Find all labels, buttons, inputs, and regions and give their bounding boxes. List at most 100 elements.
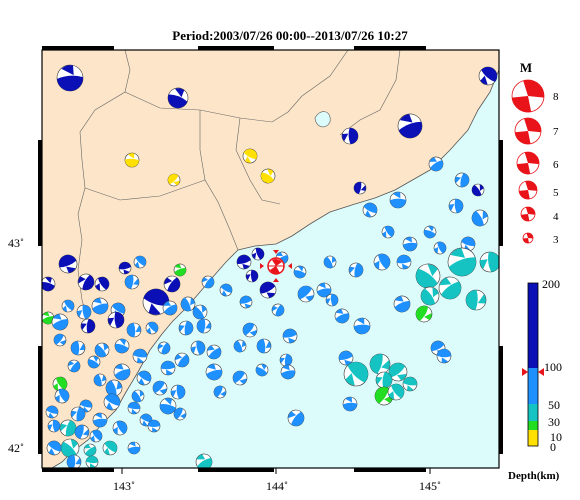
focal-mechanism-icon (118, 261, 132, 275)
focal-mechanism-icon (67, 359, 81, 373)
focal-mechanism-icon (297, 285, 315, 303)
focal-mechanism-icon (334, 308, 350, 324)
magnitude-legend-title: M (520, 60, 532, 75)
focal-mechanism-icon (94, 342, 110, 358)
depth-tick: 50 (548, 398, 560, 412)
focal-mechanism-icon (447, 247, 477, 277)
focal-mechanism-icon (213, 385, 227, 399)
focal-mechanism-icon (316, 282, 332, 298)
focal-mechanism-icon (136, 370, 152, 386)
focal-mechanism-icon (271, 303, 285, 317)
focal-mechanism-icon (45, 405, 59, 419)
focal-mechanism-icon (388, 362, 408, 382)
focal-mechanism-icon (206, 344, 222, 360)
focal-mechanism-icon (233, 339, 247, 353)
focal-mechanism-icon (387, 383, 405, 401)
mainshock-epicenter-icon (260, 250, 292, 282)
focal-mechanism-icon (348, 262, 364, 278)
focal-mechanism-icon (159, 397, 177, 415)
map-title: Period:2003/07/26 00:00--2013/07/26 10:2… (172, 28, 408, 43)
focal-mechanism-icon (280, 364, 296, 380)
focal-mechanism-icon (420, 286, 440, 306)
magnitude-symbol-icon (514, 117, 542, 145)
focal-mechanism-icon (127, 441, 141, 455)
focal-mechanism-icon (74, 424, 90, 440)
magnitude-label: 3 (553, 234, 559, 246)
focal-mechanism-icon (174, 352, 190, 368)
focal-mechanism-icon (147, 419, 161, 433)
focal-mechanism-icon (124, 152, 140, 168)
focal-mechanism-icon (112, 420, 128, 436)
focal-mechanism-icon (83, 443, 97, 457)
focal-mechanism-icon (402, 236, 418, 252)
focal-mechanism-icon (236, 254, 252, 270)
focal-mechanism-icon (53, 333, 67, 347)
focal-mechanism-icon (260, 168, 276, 184)
focal-mechanism-icon (77, 273, 95, 291)
focal-mechanism-icon (133, 255, 147, 269)
focal-mechanism-icon (471, 183, 485, 197)
focal-mechanism-icon (87, 355, 101, 369)
focal-mechanism-icon (245, 269, 259, 283)
focal-mechanism-icon (393, 295, 411, 313)
focal-mechanism-icon (102, 440, 118, 456)
focal-mechanism-icon (381, 225, 395, 239)
focal-mechanism-icon (124, 274, 140, 290)
focal-mechanism-icon (61, 299, 75, 313)
focal-mechanism-icon (170, 384, 186, 400)
focal-mechanism-icon (105, 379, 123, 397)
magnitude-label: 4 (553, 211, 559, 223)
focal-mechanism-icon (192, 304, 208, 320)
focal-mechanism-icon (58, 254, 78, 274)
depth-scale-label: Depth(km) (508, 470, 560, 482)
focal-mechanism-icon (103, 393, 121, 411)
focal-mechanism-icon (162, 300, 178, 316)
focal-mechanism-icon (205, 363, 223, 381)
magnitude-legend: M 8 7 6 5 4 3 (511, 60, 559, 246)
focal-mechanism-icon (362, 202, 378, 218)
focal-mechanism-icon (94, 276, 110, 292)
focal-mechanism-icon (478, 66, 498, 86)
magnitude-label: 7 (553, 126, 559, 138)
x-tick-label: 144˚ (266, 479, 288, 493)
focal-mechanism-icon (282, 328, 298, 344)
focal-mechanism-icon (47, 419, 61, 433)
frame-bars (38, 46, 503, 472)
focal-mechanism-icon (460, 236, 476, 252)
depth-color-scale: 200 100 50 30 10 0 Depth(km) (508, 277, 562, 482)
focal-mechanism-icon (60, 438, 80, 458)
x-tick-label: 145˚ (419, 479, 441, 493)
focal-mechanism-icon (160, 360, 176, 376)
focal-mechanism-icon (389, 191, 407, 209)
depth-tick: 10 (550, 430, 562, 444)
focal-mechanism-icon (323, 255, 337, 269)
focal-mechanism-icon (163, 275, 181, 293)
focal-mechanism-icon (479, 251, 499, 273)
focal-mechanism-icon (145, 321, 159, 335)
focal-mechanism-icon (142, 288, 170, 316)
focal-mechanism-icon (471, 209, 489, 227)
focal-mechanism-icon (126, 322, 142, 338)
focal-mechanism-icon (152, 380, 168, 396)
focal-mechanisms (42, 64, 499, 468)
focal-mechanism-icon (70, 406, 86, 422)
focal-mechanism-icon (190, 340, 206, 356)
focal-mechanism-icon (375, 371, 393, 389)
focal-mechanism-icon (239, 295, 253, 309)
x-axis-ticks: 143˚ 144˚ 145˚ (113, 468, 441, 493)
focal-mechanism-icon (76, 304, 92, 320)
focal-mechanism-icon (113, 363, 131, 381)
focal-mechanism-icon (89, 429, 103, 443)
focal-mechanism-icon (341, 127, 359, 145)
focal-mechanism-icon (178, 320, 194, 336)
magnitude-symbol-icon (520, 206, 536, 222)
magnitude-symbol-icon (518, 180, 538, 200)
focal-mechanism-icon (93, 373, 107, 387)
focal-mechanism-icon (180, 296, 196, 312)
focal-mechanism-icon (369, 353, 391, 375)
focal-mechanism-icon (66, 454, 82, 468)
focal-mechanism-icon (287, 409, 305, 427)
magnitude-symbol-icon (522, 232, 534, 244)
focal-mechanism-icon (42, 276, 56, 292)
